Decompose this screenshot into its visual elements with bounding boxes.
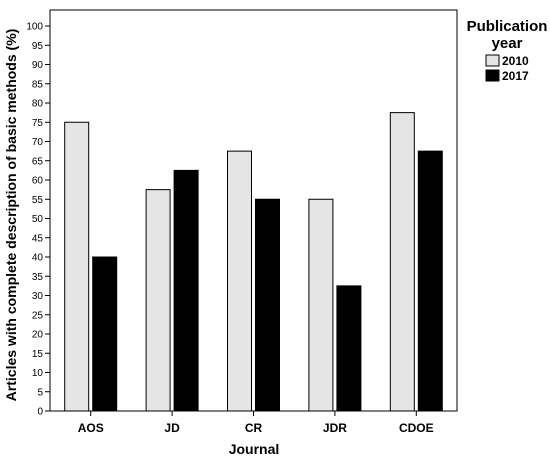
- bar-2017-AOS: [92, 256, 118, 412]
- x-axis-title: Journal: [229, 441, 280, 457]
- y-tick-label: 85: [32, 79, 44, 90]
- bars-group: [64, 112, 443, 412]
- bar-2017-JDR: [336, 285, 362, 412]
- y-tick-label: 30: [32, 291, 44, 302]
- y-tick-label: 0: [37, 407, 43, 418]
- y-axis: 0 5 10 15 20 25 30 35 40 45 50 55 60 65 70 75 80 85 90 95 10…: [26, 22, 50, 418]
- x-tick-label: CDOE: [399, 421, 434, 435]
- x-tick-label: JDR: [323, 421, 347, 435]
- bar-2010-JD: [145, 189, 171, 412]
- legend: Publication year 2010 2017: [467, 18, 548, 83]
- legend-label-2017: 2017: [502, 69, 529, 83]
- y-tick-label: 50: [32, 214, 44, 225]
- plot-frame: [49, 9, 458, 412]
- y-tick-label: 90: [32, 60, 44, 71]
- y-tick-label: 80: [32, 99, 44, 110]
- bar-2017-CR: [255, 198, 280, 412]
- y-axis-title: Articles with complete description of ba…: [3, 29, 19, 402]
- y-tick-label: 35: [32, 272, 44, 283]
- y-tick-label: 65: [32, 156, 44, 167]
- y-tick-label: 10: [32, 368, 44, 379]
- legend-swatch-2017: [485, 69, 500, 82]
- y-tick-label: 60: [32, 176, 44, 187]
- y-tick-label: 95: [32, 41, 44, 52]
- x-tick-label: JD: [164, 421, 180, 435]
- y-tick-label: 40: [32, 253, 44, 264]
- legend-label-2010: 2010: [502, 54, 529, 68]
- x-axis: AOS JD CR JDR CDOE: [78, 411, 434, 435]
- y-tick-label: 100: [26, 22, 43, 33]
- y-tick-label: 45: [32, 233, 44, 244]
- y-tick-label: 55: [32, 195, 44, 206]
- y-tick-label: 5: [37, 387, 43, 398]
- legend-swatch-2010: [485, 54, 500, 67]
- bar-2010-JDR: [308, 198, 334, 412]
- bar-2010-CR: [227, 150, 252, 412]
- bar-2017-CDOE: [417, 150, 443, 412]
- bar-2017-JD: [173, 169, 199, 412]
- y-tick-label: 25: [32, 310, 44, 321]
- y-tick-label: 70: [32, 137, 44, 148]
- y-tick-label: 75: [32, 118, 44, 129]
- legend-title-line1: Publication: [467, 18, 548, 35]
- bar-2010-CDOE: [389, 112, 415, 412]
- bar-2010-AOS: [64, 121, 90, 412]
- x-tick-label: CR: [245, 421, 263, 435]
- legend-title-line2: year: [492, 35, 523, 52]
- y-tick-label: 20: [32, 330, 44, 341]
- y-tick-label: 15: [32, 349, 44, 360]
- x-tick-label: AOS: [78, 421, 104, 435]
